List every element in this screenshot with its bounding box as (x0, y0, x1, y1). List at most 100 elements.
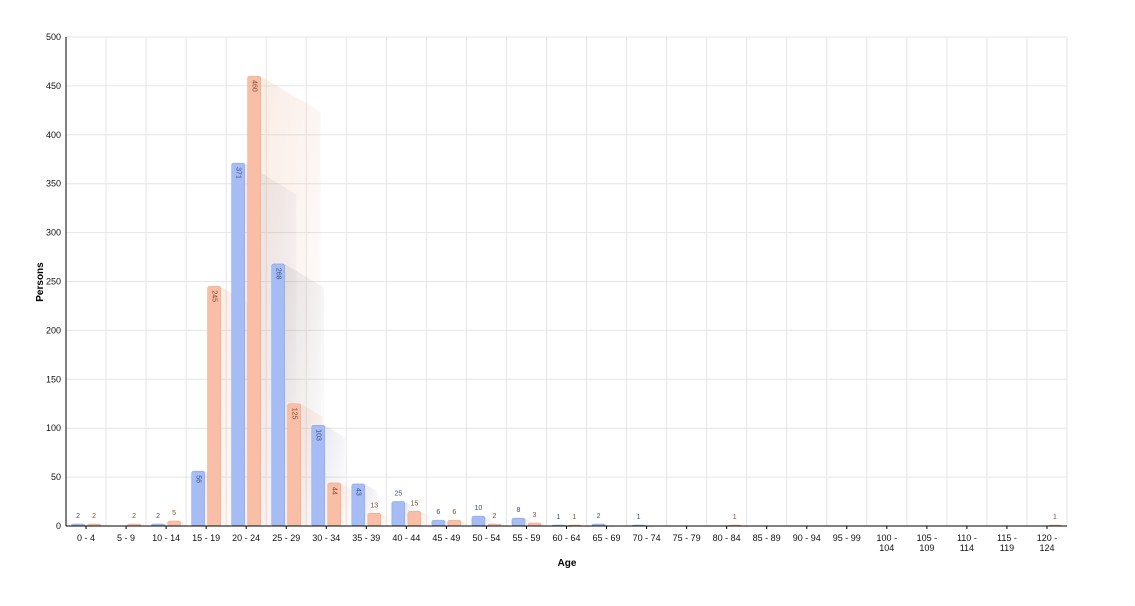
data-label: 1 (733, 514, 737, 521)
axes: 0 50 100 150 200 250 300 350 400 450 500 0 - 4 5 - 9… (46, 32, 1067, 553)
x-tick-label: 30 - 34 (312, 533, 340, 543)
x-axis-title: Age (558, 558, 577, 569)
data-label: 56 (194, 475, 201, 483)
data-label: 25 (394, 491, 402, 498)
x-tick-label: 20 - 24 (232, 533, 260, 543)
x-tick-label: 105 - (917, 533, 938, 543)
data-label: 371 (234, 167, 241, 179)
x-tick-label: 124 (1039, 543, 1054, 553)
bar-series-1[interactable] (431, 519, 446, 527)
bar-series-2[interactable] (167, 520, 181, 527)
data-label: 1 (557, 514, 561, 521)
bar-shadow (380, 513, 391, 526)
bar-series-2[interactable] (207, 286, 221, 527)
y-tick-label: 400 (46, 130, 61, 140)
x-tick-label: 100 - (877, 533, 898, 543)
data-label: 103 (314, 429, 321, 441)
data-label: 1 (637, 514, 641, 521)
x-tick-label: 35 - 39 (352, 533, 380, 543)
data-label: 2 (597, 513, 601, 520)
bar-series-2[interactable] (287, 403, 302, 527)
data-label: 268 (274, 268, 281, 280)
data-label: 125 (290, 408, 297, 420)
x-tick-label: 85 - 89 (753, 533, 781, 543)
x-tick-label: 95 - 99 (833, 533, 861, 543)
x-tick-label: 5 - 9 (117, 533, 135, 543)
bar-series-2[interactable] (407, 511, 422, 527)
x-tick-label: 60 - 64 (552, 533, 580, 543)
data-label: 13 (370, 502, 378, 509)
x-tick-label: 115 - (997, 533, 1017, 543)
x-tick-label: 45 - 49 (432, 533, 460, 543)
x-tick-label: 0 - 4 (77, 533, 95, 543)
x-tick-label: 80 - 84 (713, 533, 741, 543)
y-tick-label: 150 (46, 374, 61, 384)
bar-series-2[interactable] (367, 512, 382, 527)
bar-series-1[interactable] (231, 162, 245, 527)
bars (71, 75, 1062, 527)
bar-series-1[interactable] (511, 517, 526, 527)
data-label: 2 (156, 513, 160, 520)
bar-shadow (164, 524, 173, 529)
data-label: 6 (452, 509, 456, 516)
x-tick-label: 75 - 79 (673, 533, 701, 543)
bar-shadow (100, 524, 109, 529)
data-label: 10 (475, 505, 483, 512)
data-label: 44 (330, 487, 337, 495)
y-tick-label: 200 (46, 325, 61, 335)
x-tick-label: 50 - 54 (472, 533, 500, 543)
data-label: 15 (410, 500, 418, 507)
x-tick-label: 120 - (1037, 533, 1058, 543)
data-label: 245 (210, 290, 217, 302)
bar-shadow (140, 524, 149, 529)
data-label: 6 (436, 509, 440, 516)
y-tick-label: 500 (46, 32, 61, 42)
x-tick-label: 114 (960, 543, 974, 553)
x-tick-label: 119 (1000, 543, 1014, 553)
bar-shadow (1061, 525, 1070, 530)
bar-series-1[interactable] (471, 515, 486, 527)
data-label: 8 (517, 507, 521, 514)
x-tick-label: 65 - 69 (593, 533, 621, 543)
bar-shadow (84, 524, 93, 529)
y-tick-label: 0 (56, 521, 61, 531)
bar-shadow (460, 520, 470, 526)
bar-series-1[interactable] (271, 263, 286, 527)
data-label: 2 (92, 513, 96, 520)
bar-series-2[interactable] (247, 75, 261, 527)
bar-shadow (420, 511, 431, 526)
y-tick-label: 450 (46, 81, 61, 91)
bar-shadow (484, 516, 495, 526)
data-label: 5 (172, 510, 176, 517)
y-axis-title: Persons (35, 262, 46, 302)
y-tick-label: 300 (46, 228, 61, 238)
bar-series-1[interactable] (391, 501, 406, 527)
bar-shadow (605, 524, 614, 529)
bar-series-2[interactable] (447, 519, 462, 527)
x-tick-label: 10 - 14 (152, 533, 180, 543)
data-label: 3 (533, 512, 537, 519)
x-tick-label: 110 - (957, 533, 977, 543)
data-label: 460 (250, 80, 257, 92)
x-tick-label: 90 - 94 (793, 533, 821, 543)
data-label: 2 (132, 513, 136, 520)
data-label: 2 (492, 513, 496, 520)
data-label: 43 (354, 488, 361, 496)
data-label: 1 (573, 514, 577, 521)
data-label: 2 (76, 513, 80, 520)
x-tick-label: 40 - 44 (392, 533, 420, 543)
x-tick-label: 70 - 74 (633, 533, 661, 543)
y-tick-label: 350 (46, 179, 61, 189)
x-tick-label: 104 (879, 543, 894, 553)
y-tick-label: 50 (51, 472, 61, 482)
x-tick-label: 55 - 59 (512, 533, 540, 543)
bar-shadow (180, 521, 190, 527)
bar-shadow (500, 524, 510, 529)
x-tick-label: 109 (919, 543, 934, 553)
x-tick-label: 25 - 29 (272, 533, 300, 543)
y-tick-label: 250 (46, 277, 61, 287)
bar-shadow (340, 482, 354, 526)
